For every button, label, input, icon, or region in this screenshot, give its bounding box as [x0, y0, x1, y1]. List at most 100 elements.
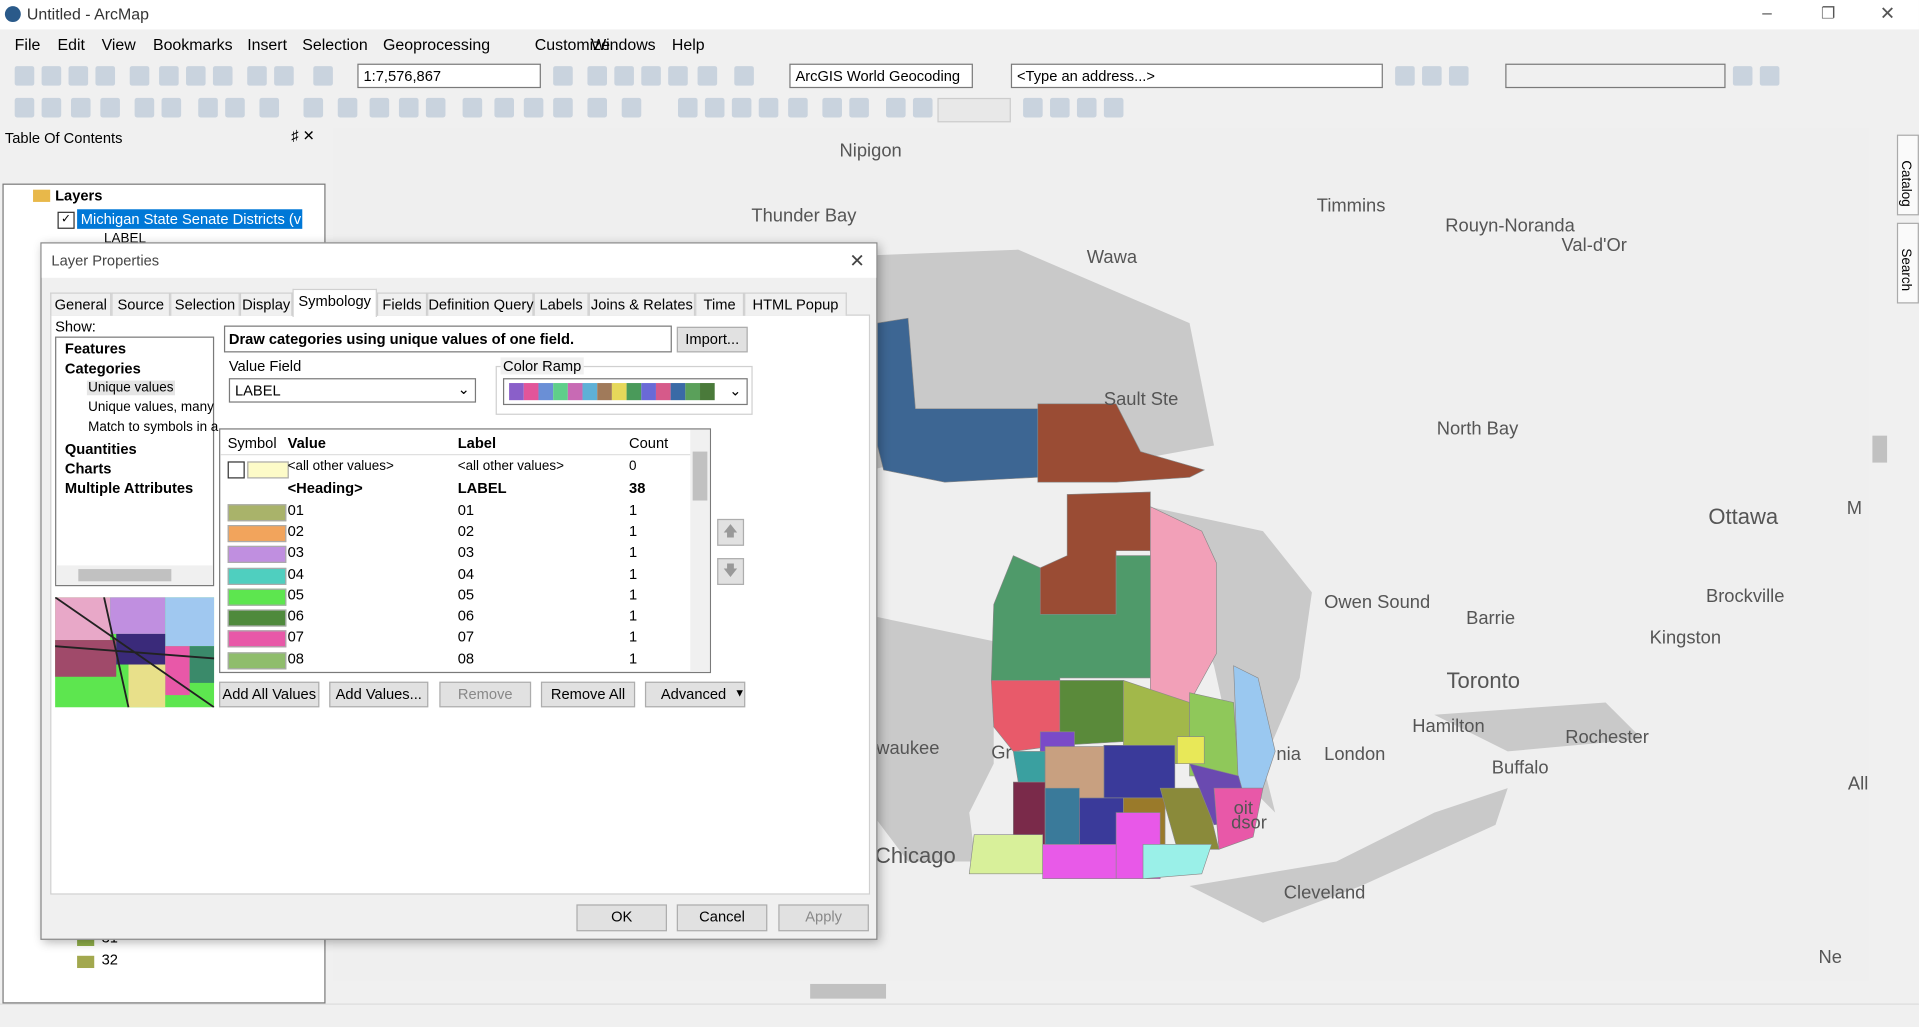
tab[interactable]: General [50, 292, 112, 316]
tool-icon[interactable] [614, 66, 634, 86]
tool-icon[interactable] [398, 97, 419, 118]
tool-icon[interactable] [1023, 97, 1043, 118]
tab[interactable]: Time [695, 292, 745, 316]
tree-item[interactable]: Match to symbols in a [88, 419, 219, 435]
tool-icon[interactable] [1759, 66, 1780, 86]
minimize[interactable]: – [1762, 2, 1772, 23]
menu-item[interactable]: Bookmarks [152, 35, 233, 54]
tool-icon[interactable] [1050, 97, 1070, 118]
menu-item[interactable]: File [14, 35, 41, 54]
toc-layer[interactable]: Michigan State Senate Districts (v [77, 209, 303, 229]
tool-icon[interactable] [641, 66, 661, 86]
tool-icon[interactable] [68, 66, 89, 86]
tool-icon[interactable] [41, 97, 62, 118]
color-ramp-select[interactable]: ⌄ [502, 378, 748, 406]
tool-icon[interactable] [225, 97, 245, 118]
menu-item[interactable]: Customize [534, 35, 610, 54]
tool-icon[interactable] [212, 66, 233, 86]
close[interactable]: ✕ [1879, 3, 1896, 25]
toc-pin[interactable]: ♯ ✕ [291, 127, 315, 145]
tool-icon[interactable] [587, 97, 608, 118]
dropdown-arrow[interactable]: ▼ [734, 686, 746, 699]
tree-item[interactable]: Unique values [86, 380, 175, 395]
scale-box[interactable]: 1:7,576,867 [357, 63, 541, 89]
action-button[interactable]: Advanced [644, 681, 746, 708]
tool-icon[interactable] [553, 97, 573, 118]
tool-icon[interactable] [734, 66, 754, 86]
import-button[interactable]: Import... [676, 326, 748, 353]
action-button[interactable]: Add All Values [219, 681, 320, 708]
tool-icon[interactable] [247, 66, 267, 86]
tool-icon[interactable] [697, 66, 718, 86]
tree-item[interactable]: Features [64, 340, 127, 358]
tool-icon[interactable] [523, 97, 544, 118]
action-button[interactable]: Add Values... [329, 681, 429, 708]
tool-icon[interactable] [425, 97, 446, 118]
tool-icon[interactable] [704, 97, 725, 118]
tool-icon[interactable] [1103, 97, 1124, 118]
action-button[interactable]: Remove [439, 681, 532, 708]
menu-item[interactable]: Selection [302, 35, 368, 54]
tool-icon[interactable] [259, 97, 280, 118]
tab[interactable]: Joins & Relates [588, 292, 696, 316]
tool-icon[interactable] [95, 66, 116, 86]
tool-icon[interactable] [621, 97, 642, 118]
v-scrollbar[interactable] [1869, 127, 1891, 982]
side-tab[interactable]: Search [1896, 222, 1919, 304]
side-tab[interactable]: Catalog [1896, 134, 1919, 216]
tool-icon[interactable] [198, 97, 218, 118]
tree-item[interactable]: Unique values, many [88, 400, 214, 415]
footer-button[interactable]: OK [576, 904, 667, 932]
tab[interactable]: Fields [376, 292, 428, 316]
tree-item[interactable]: Charts [64, 459, 112, 478]
tool-icon[interactable] [494, 97, 514, 118]
menu-item[interactable]: View [101, 35, 136, 54]
menu-item[interactable]: Help [671, 35, 705, 54]
move-down[interactable]: 🡇 [717, 558, 745, 585]
empty-combo[interactable] [1505, 63, 1726, 89]
tool-icon[interactable] [1448, 66, 1469, 86]
tool-icon[interactable] [134, 97, 155, 118]
tool-icon[interactable] [1395, 66, 1415, 86]
tool-icon[interactable] [668, 66, 688, 86]
h-scrollbar[interactable] [332, 981, 1870, 1002]
tool-icon[interactable] [1422, 66, 1442, 86]
layer-checkbox[interactable]: ✓ [57, 211, 75, 229]
tool-icon[interactable] [159, 66, 179, 86]
tool-icon[interactable] [1732, 66, 1753, 86]
menu-item[interactable]: Insert [247, 35, 288, 54]
tool-icon[interactable] [313, 66, 333, 86]
tool-icon[interactable] [587, 66, 608, 86]
action-button[interactable]: Remove All [540, 681, 636, 708]
menu-item[interactable]: Geoprocessing [383, 35, 491, 54]
tool-icon[interactable] [788, 97, 808, 118]
tree-item[interactable]: Categories [64, 360, 141, 378]
tool-icon[interactable] [100, 97, 120, 118]
geocoder-box[interactable]: ArcGIS World Geocoding [789, 63, 973, 89]
tool-icon[interactable] [553, 66, 573, 86]
tab[interactable]: Symbology [292, 288, 377, 317]
tab[interactable]: Selection [170, 292, 240, 316]
tool-icon[interactable] [274, 66, 294, 86]
tool-icon[interactable] [14, 66, 35, 86]
tool-icon[interactable] [303, 97, 324, 118]
tree-item[interactable]: Quantities [64, 439, 137, 458]
symbol-checkbox[interactable] [227, 461, 245, 479]
tool-icon[interactable] [41, 66, 62, 86]
tool-icon[interactable] [822, 97, 842, 118]
tab[interactable]: Display [239, 292, 293, 316]
tool-icon[interactable] [886, 97, 906, 118]
zoom-combo[interactable] [937, 97, 1011, 123]
tool-icon[interactable] [14, 97, 35, 118]
tool-icon[interactable] [186, 66, 206, 86]
tool-icon[interactable] [731, 97, 752, 118]
tool-icon[interactable] [337, 97, 358, 118]
tool-icon[interactable] [462, 97, 483, 118]
address-box[interactable]: <Type an address...> [1010, 63, 1383, 89]
tool-icon[interactable] [129, 66, 150, 86]
tab[interactable]: Definition Query [427, 292, 534, 316]
menu-item[interactable]: Edit [57, 35, 85, 54]
tool-icon[interactable] [1076, 97, 1097, 118]
tab[interactable]: HTML Popup [744, 292, 847, 316]
dialog-close[interactable]: ✕ [849, 250, 865, 272]
